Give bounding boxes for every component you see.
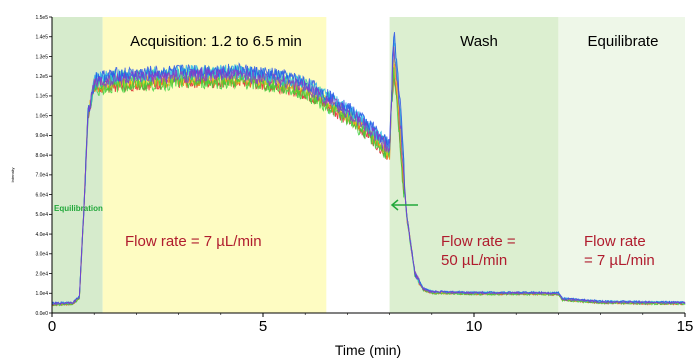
region-acquisition	[102, 17, 327, 313]
y-tick-label: 1.5e5	[35, 15, 48, 21]
equil-flow-label-line1: Flow rate	[584, 233, 646, 250]
y-tick-label: 1.0e4	[35, 291, 48, 297]
wash-start-arrow	[390, 199, 418, 211]
region-backgrounds	[52, 17, 685, 313]
y-tick-label: 7.0e4	[35, 173, 48, 179]
y-tick-label: 1.1e5	[35, 94, 48, 100]
x-axis-label: Time (min)	[335, 342, 401, 358]
x-axis-ticks: 0 5 10 15	[48, 313, 694, 335]
series-line-8	[51, 46, 686, 306]
acquisition-flow-label: Flow rate = 7 µL/min	[125, 233, 262, 250]
y-tick-label: 4.0e4	[35, 232, 48, 238]
equil-flow-label-line2: = 7 µL/min	[584, 252, 655, 269]
series-line-4	[51, 67, 686, 307]
acquisition-label: Acquisition: 1.2 to 6.5 min	[130, 33, 302, 50]
y-tick-label: 3.0e4	[35, 252, 48, 258]
y-tick-label: 1.2e5	[35, 74, 48, 80]
wash-flow-label-line2: 50 µL/min	[441, 252, 507, 269]
y-tick-label: 1.4e5	[35, 35, 48, 41]
wash-label: Wash	[460, 33, 498, 50]
y-tick-label: 0.0e0	[35, 311, 48, 317]
x-tick-label: 5	[259, 318, 267, 335]
equilibration-label: Equilibration	[54, 204, 103, 213]
y-tick-label: 2.0e4	[35, 271, 48, 277]
y-axis-label: Intensity	[10, 168, 15, 183]
y-tick-label: 6.0e4	[35, 192, 48, 198]
y-tick-label: 8.0e4	[35, 153, 48, 159]
region-wash	[389, 17, 559, 313]
equilibrate-label: Equilibrate	[588, 33, 659, 50]
y-tick-label: 5.0e4	[35, 212, 48, 218]
x-tick-label: 10	[466, 318, 483, 335]
region-equilibration	[52, 17, 103, 313]
region-equilibrate	[558, 17, 685, 313]
x-tick-label: 0	[48, 318, 56, 335]
y-axis-ticks: 0.0e0 1.0e4 2.0e4 3.0e4 4.0e4 5.0e4 6.0e4 7.0e4…	[35, 15, 52, 317]
x-tick-label: 15	[677, 318, 694, 335]
y-tick-label: 9.0e4	[35, 133, 48, 139]
y-tick-label: 1.0e5	[35, 113, 48, 119]
y-tick-label: 1.3e5	[35, 54, 48, 60]
series-lines	[51, 32, 686, 307]
wash-flow-label-line1: Flow rate =	[441, 233, 516, 250]
